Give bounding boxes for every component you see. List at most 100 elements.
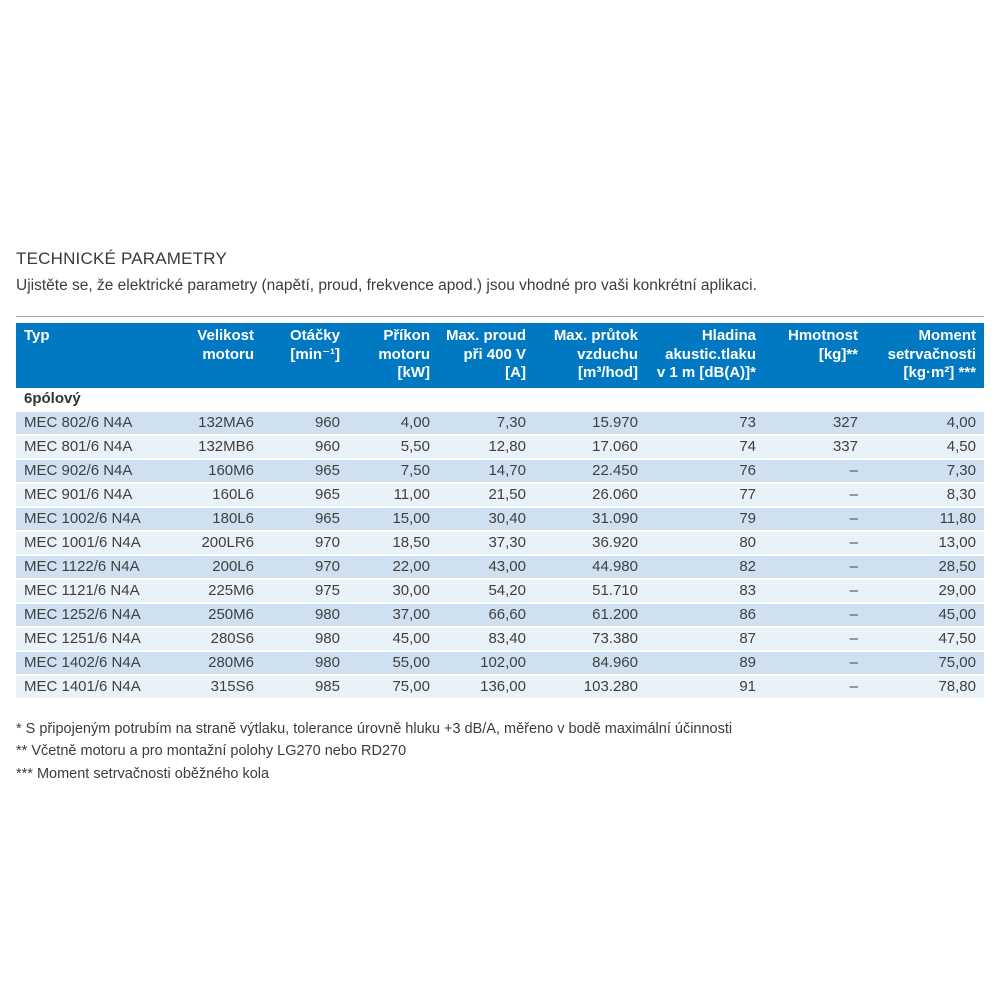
column-header-max-proud: Max. proud při 400 V [A] [438, 323, 534, 388]
cell: 29,00 [866, 577, 984, 603]
cell: MEC 901/6 N4A [16, 481, 174, 507]
cell: 965 [262, 481, 348, 507]
cell: 26.060 [534, 481, 646, 507]
cell: 132MA6 [174, 409, 262, 435]
column-header-prikon-motoru: Příkon motoru [kW] [348, 323, 438, 388]
cell: 980 [262, 649, 348, 675]
cell: 76 [646, 457, 764, 483]
table-row: MEC 1252/6 N4A 250M6 980 37,00 66,60 61.200 86… [16, 601, 984, 627]
table-row: MEC 1401/6 N4A 315S6 985 75,00 136,00 103.280… [16, 673, 984, 698]
cell: 22,00 [348, 553, 438, 579]
column-header-hmotnost: Hmotnost [kg]** [764, 323, 866, 388]
cell: 7,30 [866, 457, 984, 483]
cell: – [764, 625, 866, 651]
page-subtitle: Ujistěte se, že elektrické parametry (na… [16, 277, 757, 294]
cell: 15.970 [534, 409, 646, 435]
cell: 45,00 [348, 625, 438, 651]
cell: 4,50 [866, 433, 984, 459]
cell: 45,00 [866, 601, 984, 627]
cell: 132MB6 [174, 433, 262, 459]
cell: 37,30 [438, 529, 534, 555]
cell: 980 [262, 601, 348, 627]
cell: 14,70 [438, 457, 534, 483]
table-row: MEC 1002/6 N4A 180L6 965 15,00 30,40 31.090 79… [16, 505, 984, 531]
cell: 985 [262, 673, 348, 698]
cell: 12,80 [438, 433, 534, 459]
cell: – [764, 529, 866, 555]
cell: 91 [646, 673, 764, 698]
cell: 960 [262, 433, 348, 459]
cell: 965 [262, 505, 348, 531]
cell: 337 [764, 433, 866, 459]
horizontal-rule [16, 316, 984, 317]
cell: 44.980 [534, 553, 646, 579]
cell: 15,00 [348, 505, 438, 531]
cell: 5,50 [348, 433, 438, 459]
cell: MEC 1402/6 N4A [16, 649, 174, 675]
cell: – [764, 577, 866, 603]
column-header-max-prutok: Max. průtok vzduchu [m³/hod] [534, 323, 646, 388]
cell: MEC 1001/6 N4A [16, 529, 174, 555]
cell: 80 [646, 529, 764, 555]
cell: 8,30 [866, 481, 984, 507]
cell: 73.380 [534, 625, 646, 651]
column-header-otacky: Otáčky [min⁻¹] [262, 323, 348, 388]
page-title: TECHNICKÉ PARAMETRY [16, 249, 227, 268]
table-header-row: Typ Velikost motoru Otáčky [min⁻¹] Příko… [16, 323, 984, 388]
cell: 22.450 [534, 457, 646, 483]
cell: 280M6 [174, 649, 262, 675]
cell: 31.090 [534, 505, 646, 531]
cell: 970 [262, 553, 348, 579]
technical-parameters-table: Typ Velikost motoru Otáčky [min⁻¹] Příko… [16, 323, 984, 698]
table-row: MEC 801/6 N4A 132MB6 960 5,50 12,80 17.060 74 3… [16, 433, 984, 459]
cell: 78,80 [866, 673, 984, 698]
cell: 975 [262, 577, 348, 603]
table-header: Typ Velikost motoru Otáčky [min⁻¹] Příko… [16, 323, 984, 388]
cell: 11,80 [866, 505, 984, 531]
column-header-typ: Typ [16, 323, 174, 388]
table-row: MEC 1251/6 N4A 280S6 980 45,00 83,40 73.380 87… [16, 625, 984, 651]
cell: – [764, 481, 866, 507]
cell: MEC 1251/6 N4A [16, 625, 174, 651]
cell: 327 [764, 409, 866, 435]
cell: MEC 1121/6 N4A [16, 577, 174, 603]
cell: – [764, 505, 866, 531]
cell: MEC 801/6 N4A [16, 433, 174, 459]
table-row: MEC 1122/6 N4A 200L6 970 22,00 43,00 44.980 82… [16, 553, 984, 579]
cell: MEC 1122/6 N4A [16, 553, 174, 579]
cell: 87 [646, 625, 764, 651]
section-row-6polovy: 6pólový [16, 387, 984, 411]
cell: 103.280 [534, 673, 646, 698]
cell: 180L6 [174, 505, 262, 531]
cell: 84.960 [534, 649, 646, 675]
footnotes: * S připojeným potrubím na straně výtlak… [16, 718, 984, 786]
column-header-velikost-motoru: Velikost motoru [174, 323, 262, 388]
cell: MEC 1252/6 N4A [16, 601, 174, 627]
cell: 965 [262, 457, 348, 483]
cell: – [764, 649, 866, 675]
cell: 250M6 [174, 601, 262, 627]
cell: 73 [646, 409, 764, 435]
cell: 136,00 [438, 673, 534, 698]
cell: 37,00 [348, 601, 438, 627]
table-row: MEC 901/6 N4A 160L6 965 11,00 21,50 26.060 77–… [16, 481, 984, 507]
cell: 43,00 [438, 553, 534, 579]
table-row: MEC 802/6 N4A 132MA6 960 4,00 7,30 15.970 73 32… [16, 409, 984, 435]
table-body: 6pólový MEC 802/6 N4A 132MA6 960 4,00 7,30 15… [16, 387, 984, 698]
cell: 160L6 [174, 481, 262, 507]
cell: 82 [646, 553, 764, 579]
table-row: MEC 902/6 N4A 160M6 965 7,50 14,70 22.450 76–7… [16, 457, 984, 483]
cell: 61.200 [534, 601, 646, 627]
cell: 77 [646, 481, 764, 507]
footnote-1: * S připojeným potrubím na straně výtlak… [16, 720, 733, 737]
cell: – [764, 673, 866, 698]
cell: 11,00 [348, 481, 438, 507]
cell: 315S6 [174, 673, 262, 698]
cell: 83,40 [438, 625, 534, 651]
cell: 200L6 [174, 553, 262, 579]
cell: 74 [646, 433, 764, 459]
section-label: 6pólový [16, 387, 984, 411]
cell: 4,00 [866, 409, 984, 435]
cell: 21,50 [438, 481, 534, 507]
cell: 86 [646, 601, 764, 627]
